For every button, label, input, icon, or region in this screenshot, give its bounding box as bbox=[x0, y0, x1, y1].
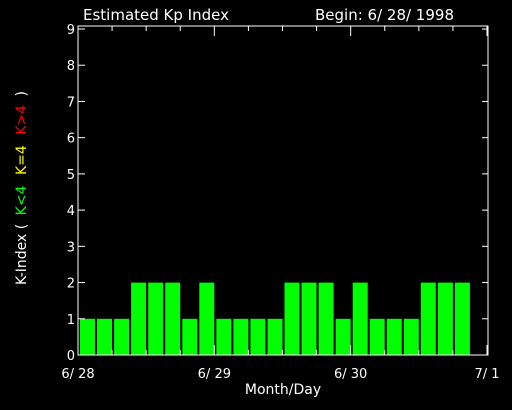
chart-title: Estimated Kp Index bbox=[83, 6, 229, 24]
y-tick-label: 5 bbox=[67, 168, 75, 183]
y-axis-label-yellow: K=4 bbox=[14, 145, 30, 175]
bars-group bbox=[80, 282, 470, 355]
x-tick-label: 6/ 30 bbox=[334, 367, 367, 382]
kp-bar bbox=[318, 282, 334, 355]
kp-bar bbox=[216, 318, 232, 355]
y-axis-label-suffix: ) bbox=[14, 91, 30, 96]
begin-date-label: Begin: 6/ 28/ 1998 bbox=[315, 6, 454, 24]
x-tick-label: 6/ 29 bbox=[198, 367, 231, 382]
y-tick-label: 6 bbox=[67, 132, 75, 147]
kp-bar bbox=[454, 282, 470, 355]
y-tick-label: 7 bbox=[67, 95, 75, 110]
kp-bar bbox=[420, 282, 436, 355]
kp-bar bbox=[437, 282, 453, 355]
kp-bar bbox=[352, 282, 368, 355]
kp-bar bbox=[386, 318, 402, 355]
y-tick-label: 3 bbox=[67, 240, 75, 255]
kp-bar bbox=[369, 318, 385, 355]
kp-bar bbox=[165, 282, 181, 355]
kp-bar bbox=[199, 282, 215, 355]
plot-frame bbox=[77, 25, 489, 356]
y-tick-label: 0 bbox=[67, 349, 75, 364]
y-tick-label: 4 bbox=[67, 204, 75, 219]
x-axis-label: Month/Day bbox=[245, 382, 321, 398]
y-tick-label: 8 bbox=[67, 59, 75, 74]
kp-bar bbox=[97, 318, 112, 355]
kp-bar bbox=[148, 282, 164, 355]
y-axis-label-green: K<4 bbox=[14, 185, 30, 215]
x-tick-label: 7/ 1 bbox=[474, 367, 499, 382]
kp-bar bbox=[114, 318, 130, 355]
y-tick-label: 1 bbox=[67, 313, 75, 328]
kp-bar bbox=[233, 318, 249, 355]
kp-bar bbox=[335, 318, 351, 355]
y-axis-label-red: K>4 bbox=[14, 105, 30, 135]
kp-bar bbox=[80, 318, 95, 355]
kp-bar bbox=[250, 318, 266, 355]
kp-bar bbox=[403, 318, 419, 355]
kp-bar bbox=[267, 318, 283, 355]
kp-bar bbox=[131, 282, 147, 355]
x-ticks: 6/ 28 6/ 29 6/ 30 7/ 1 bbox=[61, 26, 500, 382]
y-axis-label: K-Index ( K<4 K=4 K>4 ) bbox=[14, 91, 30, 285]
kp-bar bbox=[301, 282, 317, 355]
y-tick-label: 9 bbox=[67, 23, 75, 38]
y-axis-label-prefix: K-Index ( bbox=[14, 224, 30, 285]
kp-bar bbox=[182, 318, 198, 355]
kp-bar bbox=[284, 282, 300, 355]
y-tick-label: 2 bbox=[67, 277, 75, 292]
x-tick-label: 6/ 28 bbox=[61, 367, 94, 382]
